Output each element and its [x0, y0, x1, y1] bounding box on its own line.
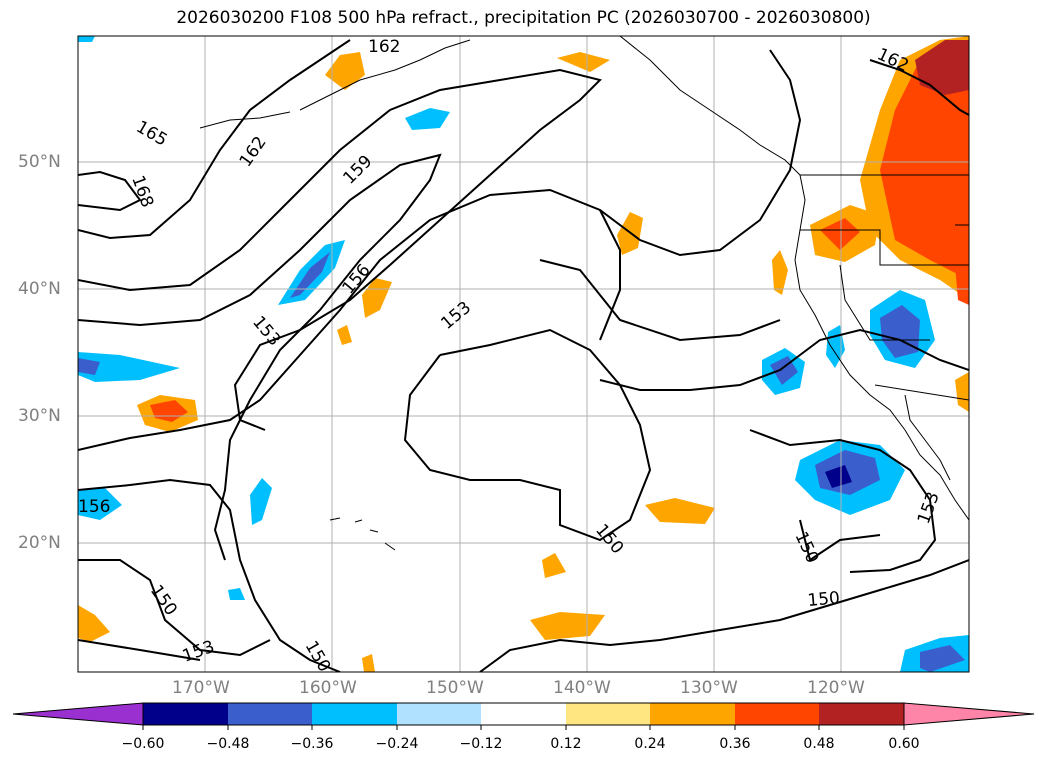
- precip-area: [772, 250, 788, 295]
- precip-area: [770, 356, 798, 385]
- colorbar-swatch: [566, 703, 650, 725]
- precip-area: [78, 352, 180, 382]
- precip-area: [325, 52, 365, 90]
- map-plot-area: 162 165 168 162 159 156 153 153 156 150 …: [78, 36, 969, 672]
- precip-area: [78, 488, 122, 520]
- precip-area: [78, 358, 100, 375]
- colorbar-swatch: [735, 703, 819, 725]
- colorbar-tick-label: 0.60: [888, 736, 920, 752]
- refractivity-contours: [78, 39, 969, 672]
- map-gridlines: [78, 36, 969, 672]
- contour-label: 150: [807, 588, 841, 611]
- map-border: [77, 35, 970, 673]
- lon-tick-label: 170°W: [172, 678, 230, 698]
- colorbar-tick-label: −0.24: [375, 736, 419, 752]
- contour-label: 162: [368, 37, 400, 57]
- precip-positive-areas: [78, 36, 969, 672]
- lon-tick-label: 120°W: [807, 678, 865, 698]
- colorbar-tick-label: −0.36: [290, 736, 334, 752]
- map-title: 2026030200 F108 500 hPa refract., precip…: [176, 8, 871, 28]
- colorbar-extend-high: [903, 702, 1035, 726]
- colorbar-swatch: [481, 703, 566, 725]
- precip-area: [78, 605, 110, 642]
- precip-area: [362, 278, 392, 318]
- contour-label: 156: [78, 497, 110, 517]
- precip-area: [920, 645, 965, 672]
- colorbar-tick-label: 0.12: [550, 736, 582, 752]
- colorbar-tick-label: −0.12: [459, 736, 503, 752]
- colorbar-tick-label: 0.48: [803, 736, 835, 752]
- colorbar-extend-low: [12, 702, 144, 726]
- precip-area: [825, 465, 852, 488]
- lon-tick-label: 140°W: [553, 678, 611, 698]
- precip-area: [645, 498, 715, 524]
- lat-tick-label: 30°N: [18, 406, 61, 426]
- colorbar: [12, 702, 1035, 730]
- precip-area: [337, 325, 352, 345]
- colorbar-swatch: [228, 703, 312, 725]
- lat-tick-label: 20°N: [18, 533, 61, 553]
- colorbar-swatch: [650, 703, 735, 725]
- precip-area: [78, 36, 95, 42]
- lon-tick-label: 160°W: [299, 678, 357, 698]
- lat-tick-label: 40°N: [18, 279, 61, 299]
- precip-area: [542, 553, 566, 578]
- precip-area: [228, 588, 245, 600]
- colorbar-swatch: [397, 703, 481, 725]
- precip-area: [362, 654, 375, 672]
- precip-area: [955, 372, 969, 412]
- lat-tick-label: 50°N: [18, 152, 61, 172]
- precip-area: [405, 108, 450, 130]
- precip-negative-areas: [78, 36, 969, 672]
- precip-area: [530, 612, 605, 640]
- precip-area: [250, 478, 272, 525]
- precip-area: [915, 40, 969, 95]
- coastlines: [199, 36, 969, 551]
- precip-area: [290, 252, 330, 298]
- colorbar-swatch: [143, 703, 228, 725]
- precip-area: [955, 258, 969, 305]
- precip-area: [820, 218, 860, 250]
- precip-area: [557, 52, 610, 72]
- colorbar-tick-label: 0.24: [634, 736, 666, 752]
- lon-tick-label: 150°W: [426, 678, 484, 698]
- colorbar-swatch: [312, 703, 397, 725]
- colorbar-swatch: [819, 703, 904, 725]
- lon-tick-label: 130°W: [680, 678, 738, 698]
- colorbar-tick-label: 0.36: [719, 736, 751, 752]
- colorbar-tick-label: −0.48: [206, 736, 250, 752]
- colorbar-tick-label: −0.60: [121, 736, 165, 752]
